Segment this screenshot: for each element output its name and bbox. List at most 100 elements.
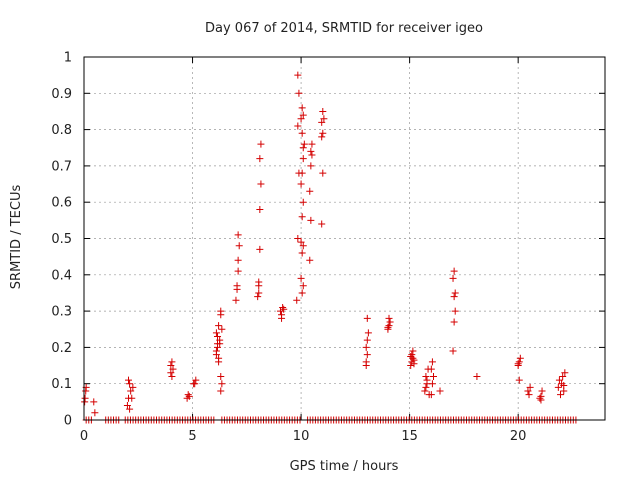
data-point [299, 242, 307, 250]
data-point [218, 325, 226, 333]
data-point [450, 267, 458, 275]
data-point [515, 358, 523, 366]
x-axis-tick-labels: 0 5 10 15 20 [80, 429, 527, 444]
data-point [217, 387, 225, 395]
data-point [423, 376, 431, 384]
data-point [256, 205, 264, 213]
data-point [427, 365, 435, 373]
grid-lines [83, 56, 605, 421]
data-point [234, 231, 242, 239]
data-point [126, 405, 134, 413]
data-point [306, 187, 314, 195]
data-point [385, 314, 393, 322]
data-point [385, 322, 393, 330]
data-point [318, 118, 326, 126]
data-point [298, 249, 306, 257]
data-point [449, 274, 457, 282]
data-point [185, 392, 193, 400]
data-point [409, 347, 417, 355]
data-point [297, 115, 305, 123]
y-axis-label: SRMTID / TECUs [9, 185, 24, 290]
chart-title: Day 067 of 2014, SRMTID for receiver ige… [205, 21, 483, 36]
data-point [556, 391, 564, 399]
plot-frame [83, 56, 606, 421]
x-tick-label: 0 [80, 429, 88, 444]
data-point [364, 329, 372, 337]
data-point [318, 220, 326, 228]
data-point [318, 133, 326, 141]
data-point [307, 147, 315, 155]
data-point [449, 347, 457, 355]
x-tick-label: 10 [293, 429, 310, 444]
data-point [422, 383, 430, 391]
data-point [294, 122, 302, 130]
y-tick-label: 0.6 [51, 196, 72, 211]
data-point [254, 293, 262, 301]
data-point [319, 107, 327, 115]
data-point [526, 383, 534, 391]
y-tick-label: 0.2 [51, 341, 72, 356]
data-point [233, 285, 241, 293]
data-point [451, 307, 459, 315]
data-point [192, 376, 200, 384]
data-point [234, 267, 242, 275]
y-tick-label: 0.8 [51, 123, 72, 138]
data-point [299, 111, 307, 119]
data-point [298, 169, 306, 177]
data-point [215, 358, 223, 366]
data-point [319, 169, 327, 177]
data-point [234, 256, 242, 264]
data-point [299, 282, 307, 290]
x-tick-label: 5 [188, 429, 196, 444]
data-point [214, 333, 222, 341]
data-point [128, 394, 136, 402]
data-point [235, 242, 243, 250]
data-point [538, 387, 546, 395]
data-point [123, 401, 131, 409]
data-point [127, 387, 135, 395]
data-point [190, 380, 198, 388]
data-point [561, 369, 569, 377]
data-point [407, 362, 415, 370]
x-tick-label: 15 [401, 429, 418, 444]
data-point [90, 398, 98, 406]
y-tick-label: 0.4 [51, 268, 72, 283]
data-point [217, 307, 225, 315]
data-point [554, 383, 562, 391]
data-point [450, 318, 458, 326]
data-point [319, 129, 327, 137]
data-point [214, 340, 222, 348]
data-point [297, 180, 305, 188]
data-point [298, 104, 306, 112]
data-point [217, 372, 225, 380]
data-point [167, 369, 175, 377]
data-point [167, 362, 175, 370]
data-point [256, 245, 264, 253]
data-point [306, 256, 314, 264]
y-tick-label: 0.7 [51, 159, 72, 174]
data-point [427, 391, 435, 399]
data-point [297, 238, 305, 246]
data-point [218, 380, 226, 388]
data-point [386, 318, 394, 326]
y-axis-tick-labels: 0 0.1 0.2 0.3 0.4 0.5 0.6 0.7 0.8 0.9 1 [51, 51, 72, 429]
data-point [307, 162, 315, 170]
data-point [129, 383, 137, 391]
data-point [298, 129, 306, 137]
data-point [514, 360, 522, 368]
data-point [91, 409, 99, 417]
data-point [525, 391, 533, 399]
data-point [215, 322, 223, 330]
data-point [232, 296, 240, 304]
data-point [515, 376, 523, 384]
data-point [298, 213, 306, 221]
data-point [436, 387, 444, 395]
data-point [256, 155, 264, 163]
data-point [184, 391, 192, 399]
data-point [168, 358, 176, 366]
data-point [524, 387, 532, 395]
data-point [450, 293, 458, 301]
data-point [294, 71, 302, 79]
data-point [299, 198, 307, 206]
